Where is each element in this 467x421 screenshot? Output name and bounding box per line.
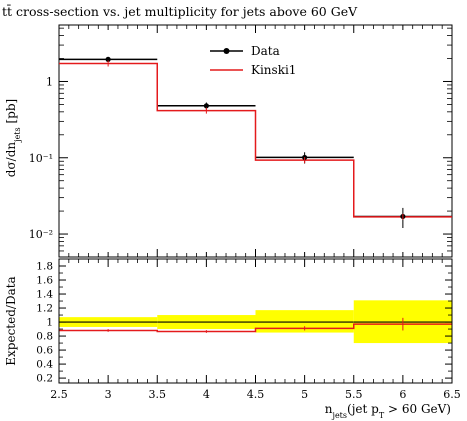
- legend-data-label: Data: [251, 44, 280, 58]
- ratio-y-tick-label: 1.4: [36, 289, 53, 301]
- ratio-y-tick-label: 0.8: [36, 331, 53, 343]
- x-tick-label: 3.5: [149, 388, 167, 401]
- ratio-y-tick-label: 1.8: [36, 261, 53, 273]
- chart-title: tt̄ cross-section vs. jet multiplicity f…: [2, 3, 358, 19]
- ratio-y-tick-label: 1.2: [36, 303, 53, 315]
- ratio-y-tick-label: 1: [46, 317, 53, 329]
- main-panel: 1 10⁻¹ 10⁻² Data Kinski1 dσ/dnjets [pb]: [4, 24, 453, 258]
- x-tick-label: 5: [301, 388, 308, 401]
- x-tick-label: 3: [105, 388, 112, 401]
- x-tick-label: 4.5: [247, 388, 265, 401]
- ratio-y-axis-label: Expected/Data: [4, 276, 18, 365]
- ratio-y-tick-label: 0.2: [36, 373, 53, 385]
- ratio-y-tick-label: 0.6: [36, 345, 53, 357]
- data-point: [105, 56, 111, 62]
- x-axis-label: njets(jet pT > 60 GeV): [325, 402, 451, 420]
- legend-kinski-label: Kinski1: [251, 63, 296, 77]
- x-tick-label: 6: [399, 388, 406, 401]
- ratio-uncertainty-band: [255, 310, 354, 333]
- legend: Data Kinski1: [210, 44, 296, 77]
- ratio-kinski-histogram: [59, 323, 452, 333]
- data-point: [203, 103, 209, 109]
- x-tick-label: 5.5: [345, 388, 363, 401]
- ratio-y-tick-label: 0.4: [36, 359, 53, 371]
- x-tick-label: 4: [203, 388, 210, 401]
- x-tick-label: 2.5: [50, 388, 68, 401]
- main-y-axis-label: dσ/dnjets [pb]: [4, 99, 22, 177]
- main-y-tick-label: 10⁻²: [29, 228, 53, 241]
- legend-data-marker: [223, 48, 230, 54]
- ratio-y-tick-label: 1.6: [36, 275, 53, 287]
- ratio-panel: 0.2 0.4 0.6 0.8 1 1.2 1.4 1.6 1.8 2.5 3 3.5 4 4.5 5 5.5…: [4, 258, 461, 420]
- kinski-histogram: [59, 62, 452, 218]
- x-tick-label: 6.5: [443, 388, 461, 401]
- main-y-tick-label: 10⁻¹: [29, 152, 53, 165]
- main-y-tick-label: 1: [46, 75, 53, 88]
